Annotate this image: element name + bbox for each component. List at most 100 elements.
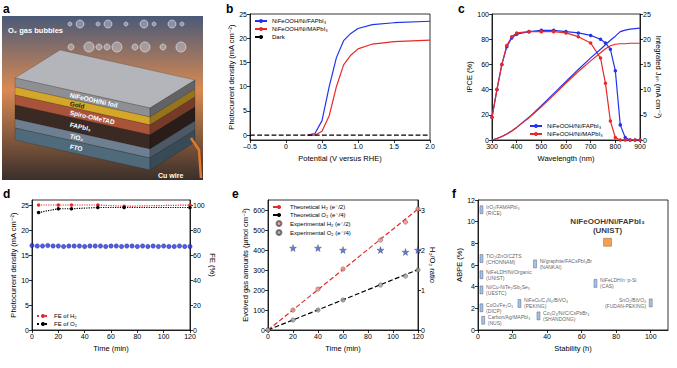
svg-text:400: 400 [511,143,523,150]
svg-text:(NANKAI): (NANKAI) [540,264,562,270]
svg-text:100: 100 [158,333,170,340]
svg-text:Wavelength (nm): Wavelength (nm) [538,154,595,163]
svg-text:NiFeOOH/Ni/MAPbI₃: NiFeOOH/Ni/MAPbI₃ [272,26,328,32]
svg-text:2: 2 [471,305,475,312]
svg-text:Time (min): Time (min) [93,344,129,353]
svg-text:15: 15 [239,59,247,66]
svg-text:500: 500 [535,143,547,150]
svg-text:120: 120 [412,333,424,340]
svg-text:Cu wire: Cu wire [158,172,183,179]
svg-text:–0.5: –0.5 [243,143,257,150]
svg-text:Time (min): Time (min) [325,344,361,353]
svg-text:6: 6 [471,262,475,269]
svg-text:8: 8 [471,240,475,247]
svg-text:b: b [226,2,233,16]
svg-text:600: 600 [253,207,265,214]
svg-text:2.0: 2.0 [425,143,435,150]
svg-text:80: 80 [193,227,201,234]
svg-text:0: 0 [471,327,475,334]
svg-text:5: 5 [243,107,247,114]
svg-text:FE (%): FE (%) [208,253,217,277]
svg-text:0.5: 0.5 [317,143,327,150]
svg-text:(FUDAN-PEKING): (FUDAN-PEKING) [605,303,646,309]
svg-text:(CAS): (CAS) [600,283,614,289]
svg-text:10: 10 [643,86,651,93]
svg-text:25: 25 [239,11,247,18]
svg-text:20: 20 [289,333,297,340]
svg-text:3: 3 [421,207,425,214]
svg-text:300: 300 [486,143,498,150]
svg-text:Photocurrent density (mA cm⁻²): Photocurrent density (mA cm⁻²) [227,24,236,130]
svg-text:O₂ gas bubbles: O₂ gas bubbles [8,26,63,35]
svg-text:Photocurrent density (mA cm⁻²): Photocurrent density (mA cm⁻²) [9,212,18,318]
svg-text:40: 40 [81,333,89,340]
svg-text:60: 60 [193,252,201,259]
svg-text:0: 0 [261,327,265,334]
svg-text:10: 10 [21,277,29,284]
svg-text:0: 0 [284,143,288,150]
svg-text:FAPbI₃: FAPbI₃ [69,121,91,132]
svg-text:ABPE (%): ABPE (%) [455,248,464,282]
svg-text:f: f [452,187,457,201]
svg-text:(UESTC): (UESTC) [486,290,507,296]
svg-text:700: 700 [585,143,597,150]
svg-text:IPCE (%): IPCE (%) [465,61,474,93]
svg-text:NiFeOOH/Ni/FAPbI₃: NiFeOOH/Ni/FAPbI₃ [547,123,602,129]
svg-text:(CHONNAM): (CHONNAM) [486,259,515,265]
svg-text:60: 60 [578,333,586,340]
svg-text:20: 20 [21,227,29,234]
svg-text:1.5: 1.5 [389,143,399,150]
svg-text:0: 0 [25,327,29,334]
svg-text:a: a [3,2,10,16]
svg-text:80: 80 [612,333,620,340]
svg-text:12: 12 [467,197,475,204]
svg-text:FE of O₂: FE of O₂ [54,321,78,327]
svg-text:(UNIST): (UNIST) [486,275,505,281]
svg-text:500: 500 [253,227,265,234]
svg-text:900: 900 [634,143,646,150]
svg-text:25: 25 [643,11,651,18]
svg-text:60: 60 [339,333,347,340]
svg-text:(UNIST): (UNIST) [593,226,623,235]
svg-text:0: 0 [243,132,247,139]
svg-text:25: 25 [21,202,29,209]
svg-text:15: 15 [21,252,29,259]
svg-text:5: 5 [643,111,647,118]
svg-text:100: 100 [387,333,399,340]
svg-text:Potential (V versus RHE): Potential (V versus RHE) [298,154,382,163]
svg-text:4: 4 [471,283,475,290]
svg-text:Stability (h): Stability (h) [554,344,592,353]
svg-text:100: 100 [645,333,657,340]
svg-text:800: 800 [609,143,621,150]
svg-text:200: 200 [253,287,265,294]
svg-text:20: 20 [643,36,651,43]
svg-text:Evolved gas amounts (μmol cm⁻²: Evolved gas amounts (μmol cm⁻²) [241,208,250,322]
svg-text:1: 1 [421,287,425,294]
svg-text:100: 100 [193,202,205,209]
svg-text:300: 300 [253,267,265,274]
svg-text:NiFeOOH/Ni/FAPbI₃: NiFeOOH/Ni/FAPbI₃ [570,217,645,226]
svg-text:0: 0 [476,333,480,340]
svg-text:120: 120 [184,333,196,340]
svg-text:100: 100 [477,11,489,18]
svg-text:0: 0 [266,333,270,340]
svg-text:10: 10 [239,83,247,90]
svg-text:Integrated Jₚₕ (mA cm⁻²): Integrated Jₚₕ (mA cm⁻²) [654,36,663,119]
svg-text:400: 400 [253,247,265,254]
svg-text:80: 80 [364,333,372,340]
svg-text:15: 15 [643,61,651,68]
svg-text:0: 0 [30,333,34,340]
svg-text:Theoretical H₂ (e⁻/2): Theoretical H₂ (e⁻/2) [290,204,345,210]
svg-text:80: 80 [481,36,489,43]
svg-text:e: e [232,187,239,201]
svg-text:80: 80 [133,333,141,340]
svg-text:40: 40 [314,333,322,340]
svg-text:1.0: 1.0 [353,143,363,150]
svg-text:600: 600 [560,143,572,150]
svg-text:40: 40 [543,333,551,340]
svg-text:20: 20 [509,333,517,340]
svg-text:NiFeOOH/Ni/FAPbI₃: NiFeOOH/Ni/FAPbI₃ [272,18,327,24]
svg-text:(RICE): (RICE) [486,210,502,216]
svg-text:(SHANDONG): (SHANDONG) [543,316,576,322]
svg-text:60: 60 [107,333,115,340]
